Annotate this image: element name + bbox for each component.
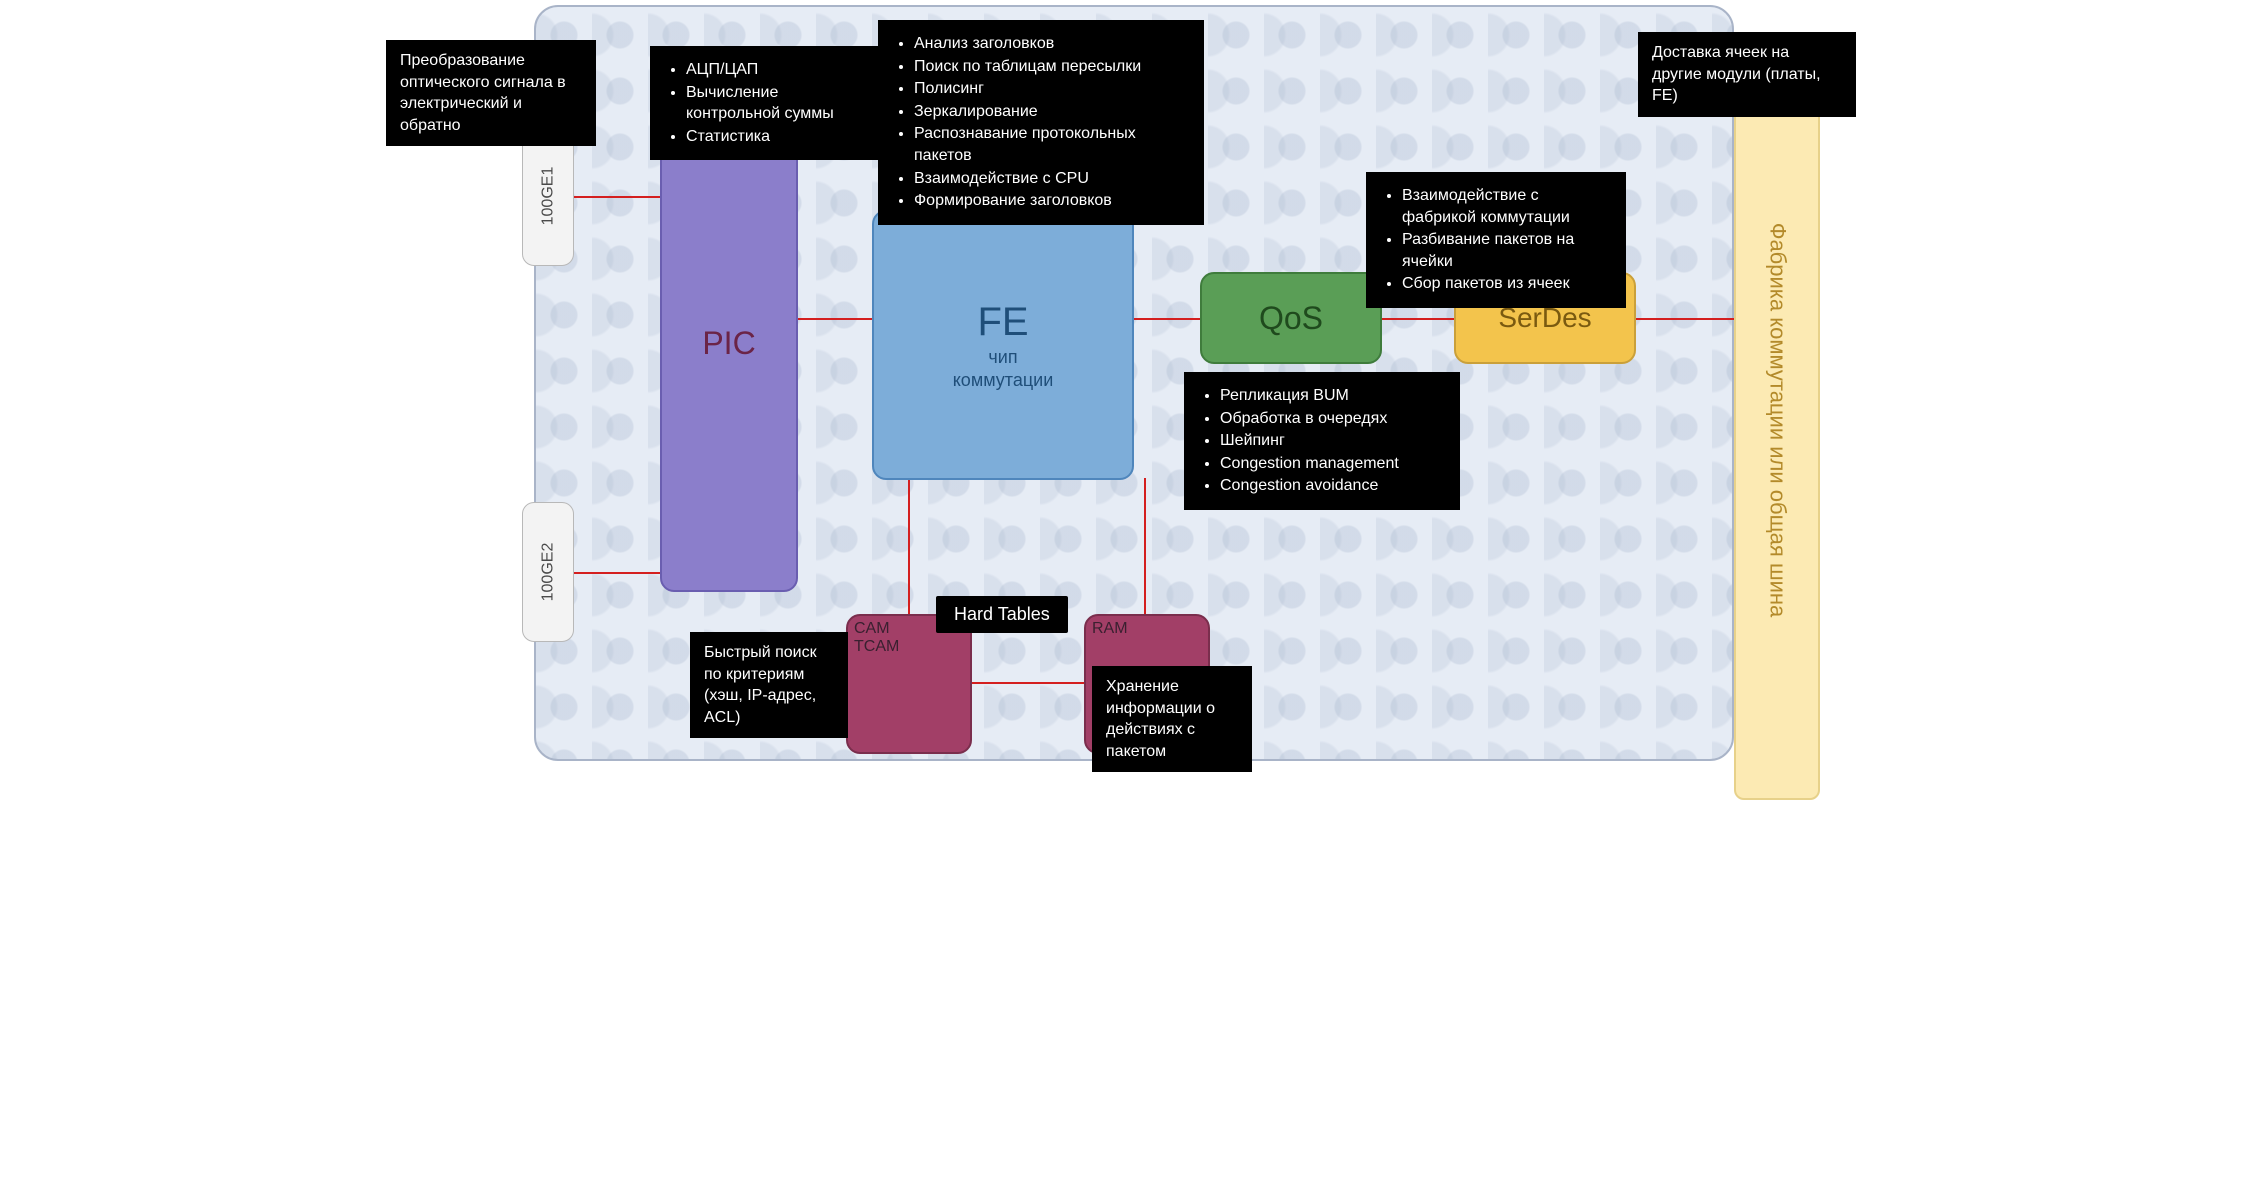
callout-list-item: Полисинг [914, 78, 1188, 100]
node-cam-label: CAM TCAM [854, 620, 899, 657]
port-100ge2-label: 100GE2 [539, 543, 557, 602]
callout-list-item: Разбивание пакетов на ячейки [1402, 229, 1610, 272]
callout-list-item: Анализ заголовков [914, 33, 1188, 55]
callout-optical: Преобразование оптического сигнала в эле… [386, 40, 596, 146]
callout-list-item: Шейпинг [1220, 430, 1444, 452]
connector-wire [572, 196, 662, 198]
callout-list-item: Распознавание протокольных пакетов [914, 123, 1188, 166]
callout-cam: Быстрый поиск по критериям (хэш, IP-адре… [690, 632, 848, 738]
callout-serdes: Взаимодействие с фабрикой коммутацииРазб… [1366, 172, 1626, 308]
node-fe-subtitle1: чип [988, 347, 1017, 368]
connector-wire [908, 478, 910, 616]
port-100ge2: 100GE2 [522, 502, 574, 642]
node-qos: QoS [1200, 272, 1382, 364]
callout-list-item: Зеркалирование [914, 101, 1188, 123]
connector-wire [970, 682, 1086, 684]
callout-list-item: Congestion management [1220, 453, 1444, 475]
node-fe-subtitle2: коммутации [953, 370, 1054, 391]
callout-list-item: Сбор пакетов из ячеек [1402, 273, 1610, 295]
node-qos-title: QoS [1259, 300, 1323, 337]
callout-pic-list: АЦП/ЦАПВычисление контрольной суммыСтати… [664, 59, 862, 147]
node-ram-label: RAM [1092, 620, 1128, 638]
connector-wire [1144, 478, 1146, 616]
callout-delivery: Доставка ячеек на другие модули (платы, … [1638, 32, 1856, 117]
hard-tables-label: Hard Tables [936, 596, 1068, 633]
callout-list-item: АЦП/ЦАП [686, 59, 862, 81]
connector-wire [1380, 318, 1456, 320]
callout-list-item: Статистика [686, 126, 862, 148]
callout-fe: Анализ заголовковПоиск по таблицам перес… [878, 20, 1204, 225]
fabric-bar-label: Фабрика коммутации или общая шина [1764, 223, 1790, 618]
port-100ge1-label: 100GE1 [539, 167, 557, 226]
callout-serdes-list: Взаимодействие с фабрикой коммутацииРазб… [1380, 185, 1610, 295]
fabric-bar: Фабрика коммутации или общая шина [1734, 40, 1820, 800]
callout-list-item: Взаимодействие с фабрикой коммутации [1402, 185, 1610, 228]
connector-wire [1634, 318, 1736, 320]
callout-pic: АЦП/ЦАПВычисление контрольной суммыСтати… [650, 46, 878, 160]
callout-list-item: Поиск по таблицам пересылки [914, 56, 1188, 78]
callout-list-item: Обработка в очередях [1220, 408, 1444, 430]
node-pic: PIC [660, 94, 798, 592]
node-fe-title: FE [977, 300, 1028, 345]
callout-list-item: Вычисление контрольной суммы [686, 82, 862, 125]
node-pic-title: PIC [702, 325, 755, 362]
node-fe: FE чип коммутации [872, 210, 1134, 480]
callout-list-item: Репликация BUM [1220, 385, 1444, 407]
callout-list-item: Взаимодействие с CPU [914, 168, 1188, 190]
callout-list-item: Congestion avoidance [1220, 475, 1444, 497]
callout-list-item: Формирование заголовков [914, 190, 1188, 212]
connector-wire [572, 572, 662, 574]
port-100ge1: 100GE1 [522, 126, 574, 266]
connector-wire [1132, 318, 1202, 320]
connector-wire [796, 318, 874, 320]
callout-ram: Хранение информации о действиях с пакето… [1092, 666, 1252, 772]
callout-qos: Репликация BUMОбработка в очередяхШейпин… [1184, 372, 1460, 510]
callout-fe-list: Анализ заголовковПоиск по таблицам перес… [892, 33, 1188, 212]
callout-qos-list: Репликация BUMОбработка в очередяхШейпин… [1198, 385, 1444, 497]
